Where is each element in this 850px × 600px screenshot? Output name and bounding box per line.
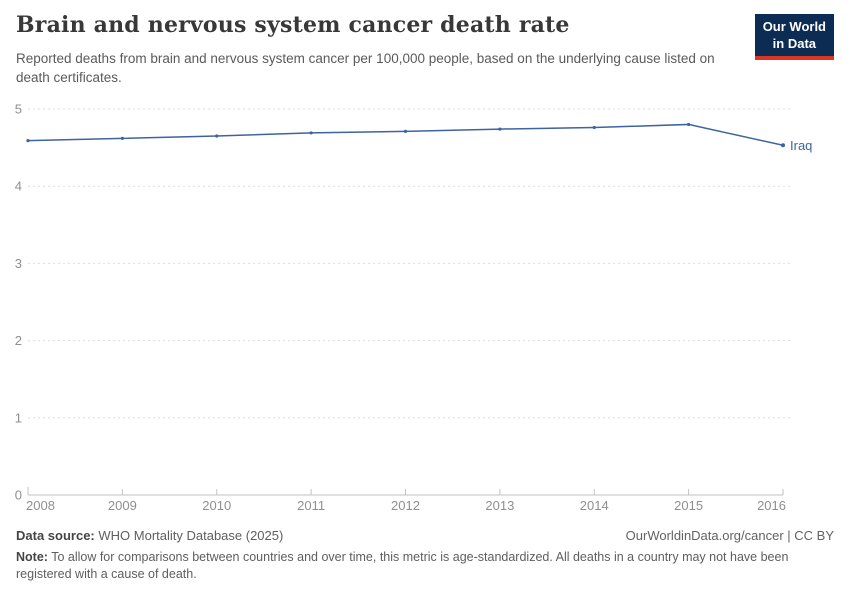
x-axis-tick-label: 2008 xyxy=(26,498,55,513)
y-axis-tick-label: 1 xyxy=(15,410,22,425)
data-point[interactable] xyxy=(687,122,691,127)
owid-logo-line2: in Data xyxy=(772,35,817,51)
x-axis-tick-label: 2015 xyxy=(674,498,703,513)
data-source-label: Data source: xyxy=(16,528,95,543)
y-axis-tick-label: 2 xyxy=(15,333,22,348)
series-line-iraq[interactable] xyxy=(27,123,784,147)
note-label: Note: xyxy=(16,549,48,564)
x-axis-tick-label: 2009 xyxy=(108,498,137,513)
x-axis-tick-label: 2011 xyxy=(297,498,325,513)
data-point[interactable] xyxy=(403,129,408,133)
x-axis-tick-label: 2012 xyxy=(391,498,420,513)
y-axis-tick-label: 0 xyxy=(15,488,22,503)
entity-label-iraq[interactable]: Iraq xyxy=(790,138,812,153)
data-point[interactable] xyxy=(781,143,785,148)
note-text: To allow for comparisons between countri… xyxy=(16,549,789,582)
y-axis-tick-label: 3 xyxy=(15,256,22,271)
data-point[interactable] xyxy=(120,136,124,140)
data-point[interactable] xyxy=(498,127,502,131)
x-axis-tick-label: 2013 xyxy=(485,498,514,513)
chart-note: Note: To allow for comparisons between c… xyxy=(16,549,822,584)
page-title: Brain and nervous system cancer death ra… xyxy=(16,12,570,38)
data-source: Data source: WHO Mortality Database (202… xyxy=(16,527,283,545)
owid-logo[interactable]: Our World in Data xyxy=(754,14,834,60)
data-point[interactable] xyxy=(26,139,30,143)
data-point[interactable] xyxy=(215,134,219,138)
owid-cc-link[interactable]: OurWorldinData.org/cancer | CC BY xyxy=(625,528,834,543)
owid-logo-line1: Our World xyxy=(762,19,826,34)
x-axis-tick-label: 2010 xyxy=(202,498,231,513)
chart-footer: Data source: WHO Mortality Database (202… xyxy=(16,527,834,584)
x-axis-tick-label: 2014 xyxy=(580,498,609,513)
data-point[interactable] xyxy=(309,131,313,135)
page-subtitle: Reported deaths from brain and nervous s… xyxy=(16,51,715,85)
y-axis-tick-label: 4 xyxy=(15,179,22,194)
chart-canvas[interactable]: 0 1 2 3 4 5 2008 2009 2010 2011 2012 2013 2014 2015 20… xyxy=(0,0,850,525)
y-axis-tick-label: 5 xyxy=(15,102,22,117)
data-point[interactable] xyxy=(592,125,596,130)
x-axis-tick-label: 2016 xyxy=(757,498,786,513)
data-source-value: WHO Mortality Database (2025) xyxy=(98,528,284,543)
